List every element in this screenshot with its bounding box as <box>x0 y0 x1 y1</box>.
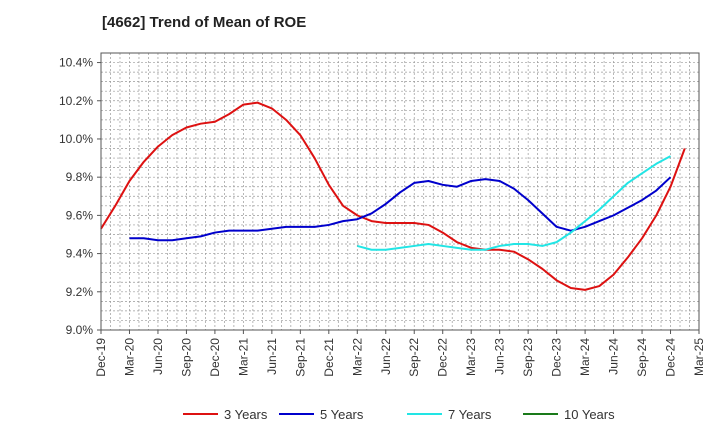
x-tick-label: Dec-24 <box>664 338 678 377</box>
x-tick-label: Mar-22 <box>350 338 364 376</box>
chart-title: [4662] Trend of Mean of ROE <box>102 14 307 31</box>
x-tick-label: Sep-24 <box>635 338 649 377</box>
legend-label: 7 Years <box>448 407 492 422</box>
legend-label: 10 Years <box>564 407 615 422</box>
x-tick-label: Mar-20 <box>122 338 136 376</box>
x-tick-label: Dec-19 <box>94 338 108 377</box>
series-lines <box>100 101 686 291</box>
y-tick-label: 10.0% <box>59 132 93 146</box>
y-tick-label: 9.4% <box>66 247 94 261</box>
x-tick-label: Mar-25 <box>692 338 706 376</box>
y-tick-label: 10.2% <box>59 94 93 108</box>
axes: 9.0% 9.2% 9.4% 9.6% 9.8% 10.0% 10.2% 10.4% Dec-1… <box>59 52 706 377</box>
x-tick-label: Dec-23 <box>550 338 564 377</box>
series-line-3-years <box>100 101 686 291</box>
x-tick-label: Sep-21 <box>293 338 307 377</box>
y-tick-label: 9.6% <box>66 208 94 222</box>
x-tick-label: Jun-21 <box>265 338 279 375</box>
x-tick-label: Dec-20 <box>208 338 222 377</box>
legend: 3 Years 5 Years 7 Years 10 Years <box>183 407 615 422</box>
legend-label: 5 Years <box>320 407 364 422</box>
y-tick-label: 9.2% <box>66 285 94 299</box>
legend-label: 3 Years <box>224 407 268 422</box>
series-line-5-years <box>129 176 672 242</box>
x-tick-label: Jun-22 <box>379 338 393 375</box>
x-tick-label: Mar-21 <box>236 338 250 376</box>
x-tick-label: Dec-21 <box>322 338 336 377</box>
y-tick-label: 10.4% <box>59 56 93 70</box>
x-tick-label: Sep-20 <box>179 338 193 377</box>
y-tick-label: 9.0% <box>66 323 94 337</box>
plot-border <box>100 52 700 331</box>
x-tick-label: Mar-23 <box>464 338 478 376</box>
x-tick-label: Jun-20 <box>151 338 165 375</box>
y-tick-label: 9.8% <box>66 170 94 184</box>
x-tick-label: Jun-24 <box>607 338 621 375</box>
x-tick-label: Jun-23 <box>493 338 507 375</box>
x-tick-label: Mar-24 <box>578 338 592 376</box>
x-tick-label: Sep-22 <box>407 338 421 377</box>
x-tick-label: Sep-23 <box>521 338 535 377</box>
series-line-7-years <box>357 155 671 251</box>
x-tick-label: Dec-22 <box>436 338 450 377</box>
